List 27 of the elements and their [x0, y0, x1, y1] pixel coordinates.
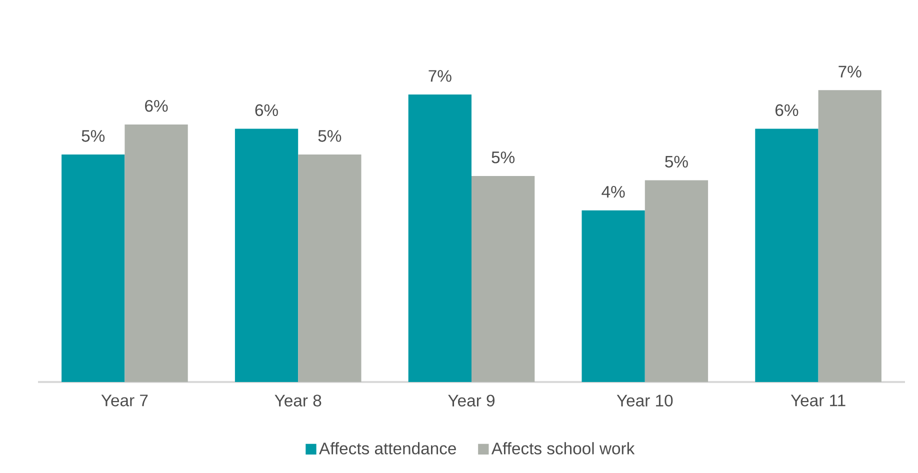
bar	[472, 176, 535, 382]
x-tick-label: Year 7	[101, 394, 148, 406]
data-label: 5%	[82, 130, 105, 142]
data-label: 6%	[145, 100, 168, 112]
x-tick-label: Year 9	[448, 394, 495, 406]
legend-label: Affects school work	[491, 442, 635, 454]
data-label: 7%	[838, 66, 862, 78]
data-label: 5%	[665, 156, 688, 168]
x-tick-label: Year 11	[790, 394, 846, 406]
x-tick-label: Year 8	[274, 394, 322, 406]
data-label: 4%	[602, 186, 625, 198]
bar	[818, 90, 882, 382]
bar	[582, 210, 645, 382]
data-label: 6%	[255, 104, 278, 116]
data-label: 6%	[776, 104, 798, 116]
legend-label: Affects attendance	[319, 442, 456, 454]
data-label: 5%	[318, 130, 342, 142]
bar	[644, 180, 708, 382]
bar	[755, 128, 818, 382]
bar	[298, 154, 362, 382]
bar	[408, 94, 472, 382]
bar	[62, 154, 125, 382]
data-label: 5%	[492, 152, 515, 164]
bar	[234, 128, 298, 382]
x-tick-label: Year 10	[616, 394, 673, 406]
data-label: 7%	[428, 70, 452, 82]
bar	[124, 124, 188, 382]
